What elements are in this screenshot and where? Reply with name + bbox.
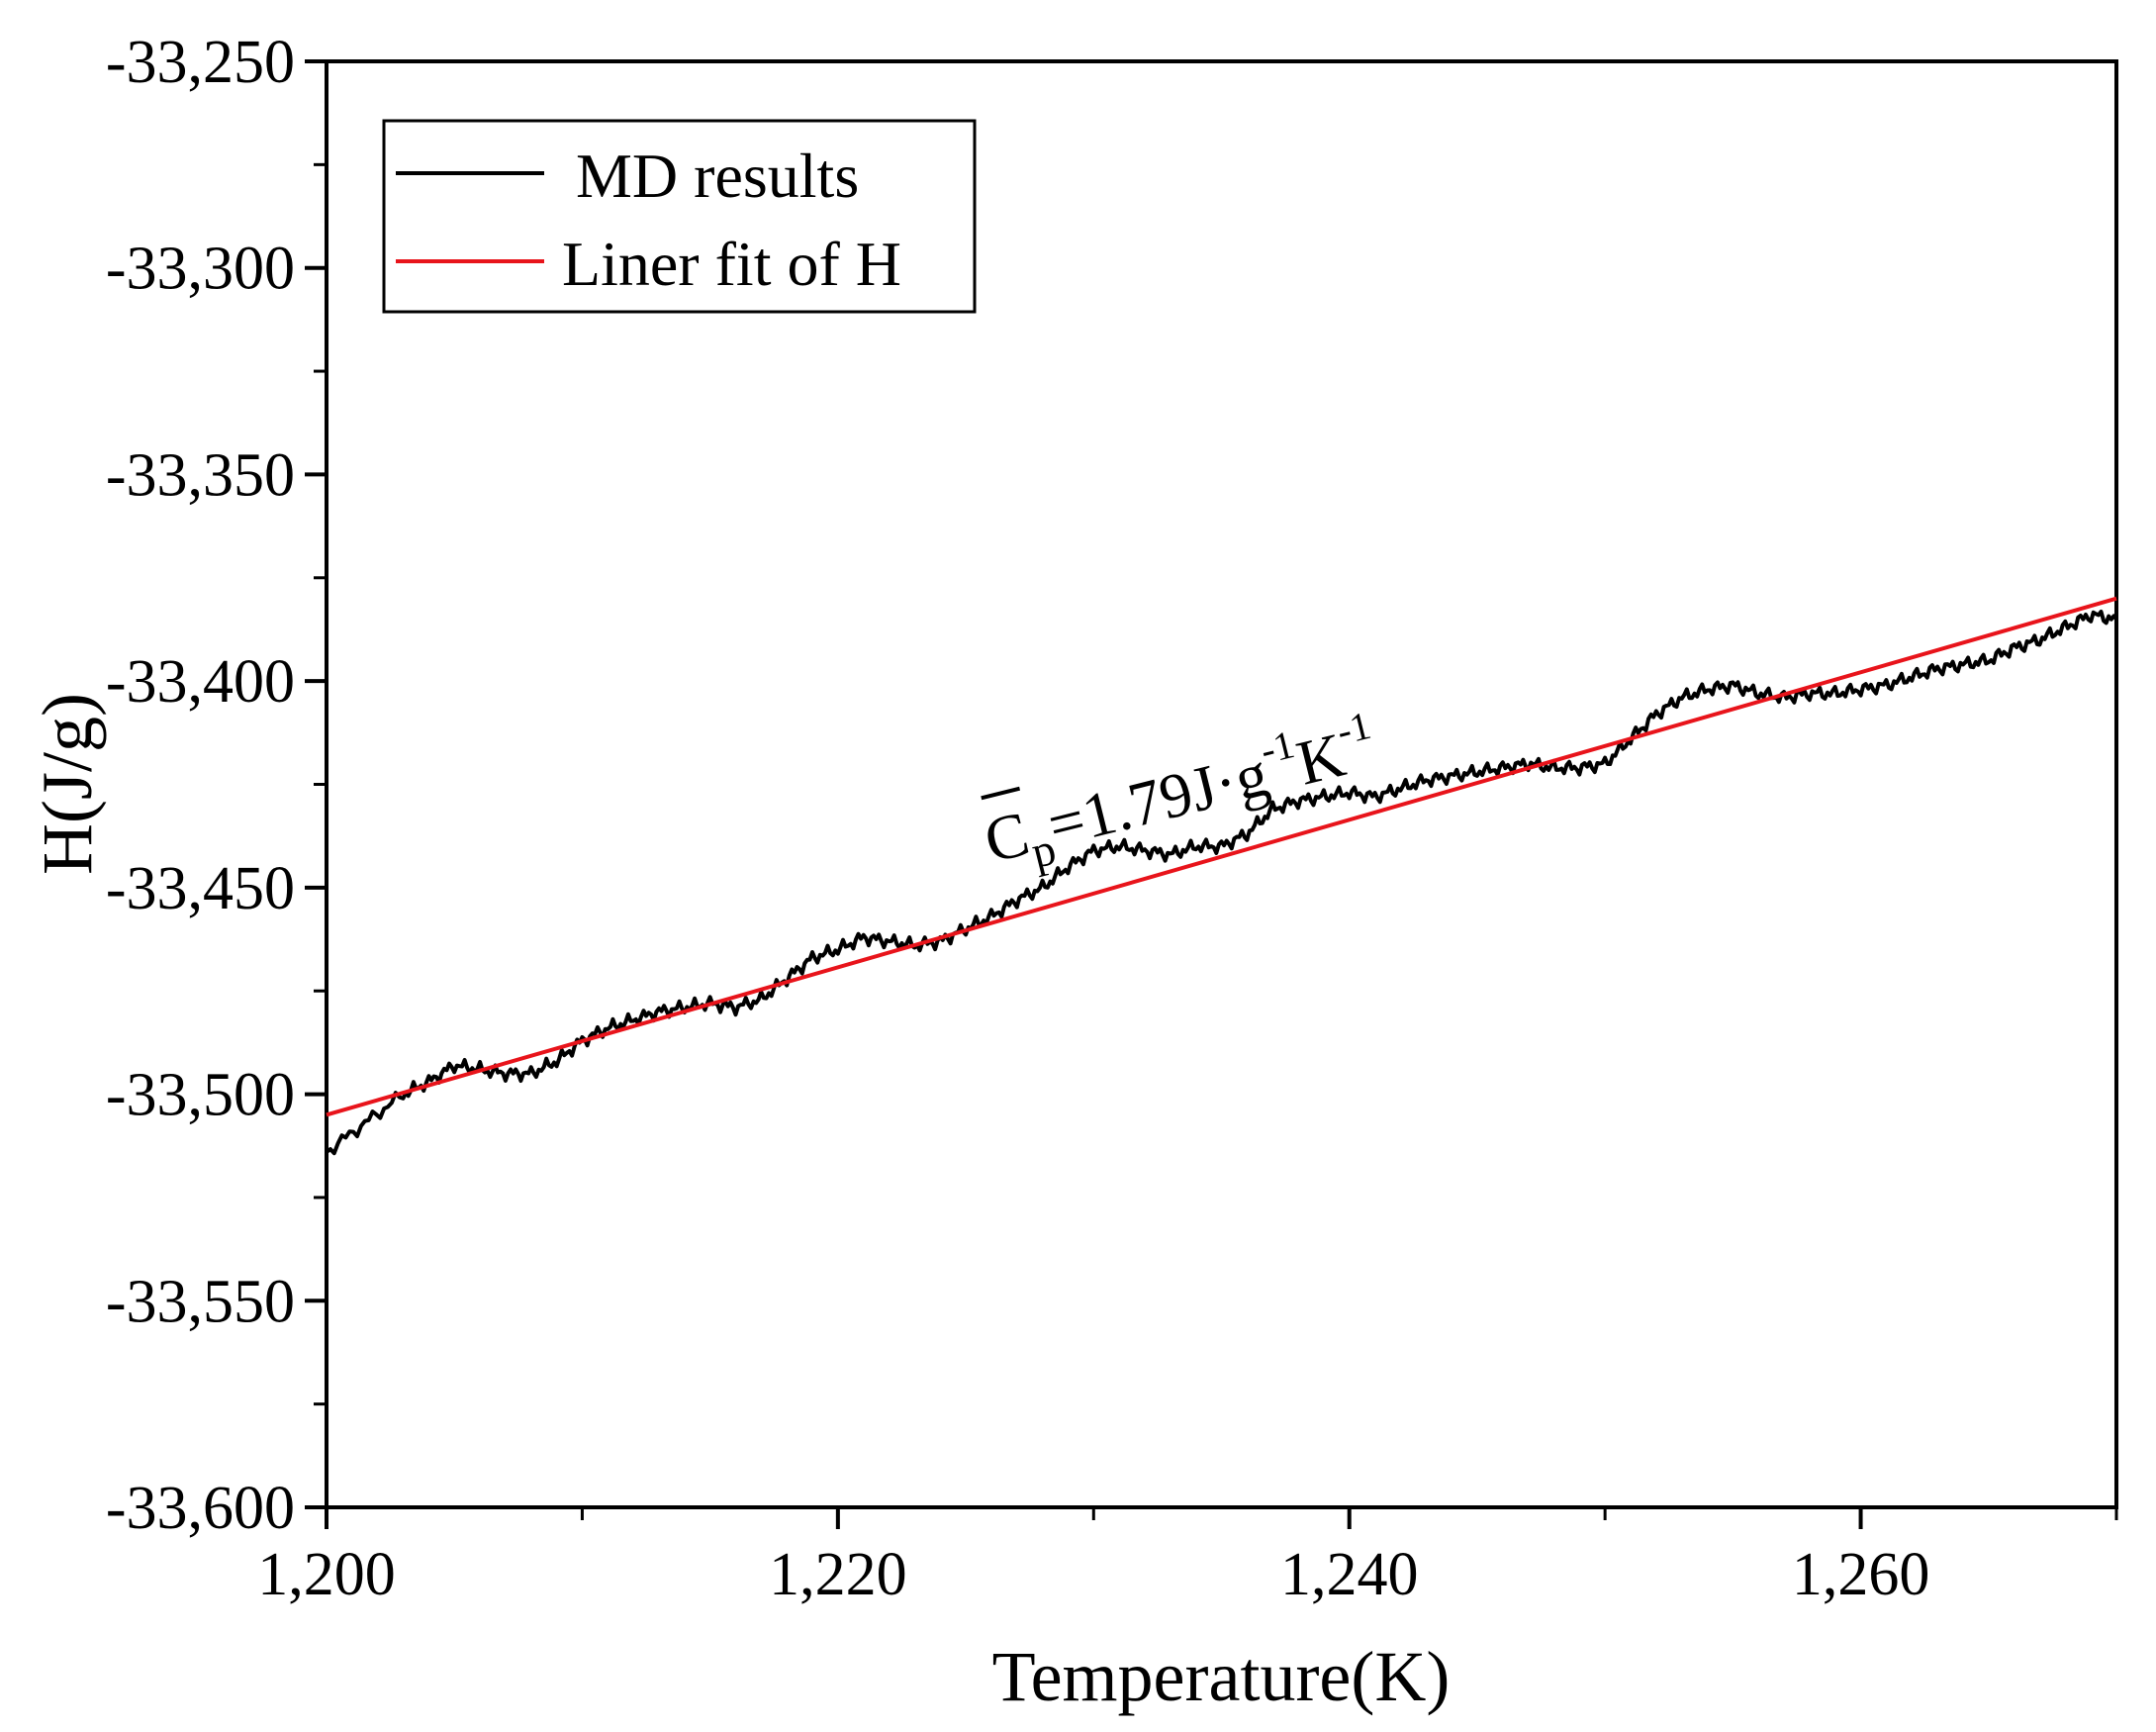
y-tick-label: -33,550 bbox=[106, 1268, 295, 1335]
series-linear-fit bbox=[326, 596, 2117, 1117]
y-tick-label: -33,250 bbox=[106, 29, 295, 96]
series-layer bbox=[325, 596, 2118, 1156]
y-tick-label: -33,300 bbox=[106, 236, 295, 303]
y-tick-label: -33,400 bbox=[106, 648, 295, 716]
y-axis-title: H(J/g) bbox=[28, 693, 107, 875]
series-md-results bbox=[325, 610, 2118, 1156]
x-axis-title: Temperature(K) bbox=[992, 1637, 1451, 1716]
y-tick-label: -33,450 bbox=[106, 855, 295, 922]
y-tick-label: -33,500 bbox=[106, 1062, 295, 1129]
x-tick-label: 1,240 bbox=[1280, 1541, 1419, 1608]
annotation-base: C bbox=[978, 798, 1036, 876]
y-tick-label: -33,350 bbox=[106, 441, 295, 509]
y-axis-ticks: -33,250 -33,300 -33,350 -33,400 -33,450 -33,5… bbox=[106, 29, 327, 1542]
x-axis-ticks: 1,200 1,220 1,240 1,260 bbox=[257, 1507, 2118, 1608]
annotation-main: =1.79J·g bbox=[1041, 738, 1275, 861]
legend-box bbox=[382, 119, 977, 314]
y-tick-label: -33,600 bbox=[106, 1475, 295, 1542]
legend-label-md-results: MD results bbox=[576, 141, 859, 211]
legend: MD results Liner fit of H bbox=[382, 119, 977, 314]
legend-label-linear-fit: Liner fit of H bbox=[562, 229, 901, 299]
annotation-overbar bbox=[981, 786, 1021, 801]
x-tick-label: 1,260 bbox=[1792, 1541, 1930, 1608]
x-tick-label: 1,220 bbox=[769, 1541, 907, 1608]
x-tick-label: 1,200 bbox=[257, 1541, 396, 1608]
